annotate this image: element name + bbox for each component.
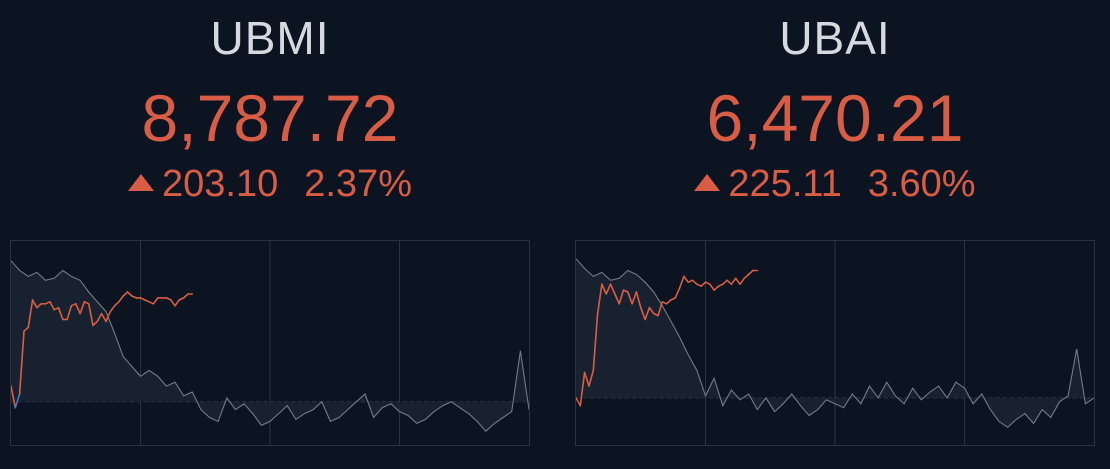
ticker-panel-ubai[interactable]: UBAI 6,470.21 225.11 3.60% xyxy=(575,0,1095,469)
price-line-segment xyxy=(596,283,603,315)
price-line-segment xyxy=(579,371,586,407)
price-line-segment xyxy=(644,306,651,321)
price-line-segment xyxy=(635,291,642,309)
triangle-up-icon xyxy=(694,174,721,191)
ticker-change-percent: 3.60% xyxy=(867,163,976,205)
price-line-segment xyxy=(18,330,25,395)
price-line-segment xyxy=(182,293,189,299)
price-line-segment xyxy=(23,326,30,332)
intraday-chart xyxy=(10,240,530,446)
price-line-segment xyxy=(174,299,181,307)
price-line-segment xyxy=(113,300,120,307)
price-line-segment xyxy=(152,297,159,305)
price-line-segment xyxy=(75,302,81,315)
price-line-segment xyxy=(92,320,99,327)
ticker-change-row: 225.11 3.60% xyxy=(575,160,1095,208)
price-line-segment xyxy=(640,306,646,321)
price-line-segment xyxy=(648,306,655,315)
price-line-segment xyxy=(674,287,681,299)
price-line-segment xyxy=(747,269,754,276)
ticker-name: UBAI xyxy=(779,12,891,64)
ticker-price: 6,470.21 xyxy=(706,81,964,155)
price-line-segment xyxy=(713,285,720,291)
comparison-line xyxy=(11,260,529,432)
price-line-segment xyxy=(31,299,38,309)
price-line-segment xyxy=(609,283,616,295)
price-line-segment xyxy=(79,300,86,315)
price-line-segment xyxy=(683,275,689,284)
ticker-change-row: 203.10 2.37% xyxy=(10,160,530,208)
price-line-segment xyxy=(691,279,698,286)
price-line-segment xyxy=(109,305,116,313)
price-line-segment xyxy=(118,295,124,303)
price-line-segment xyxy=(626,291,633,305)
price-line-segment xyxy=(100,312,107,323)
price-line-segment xyxy=(66,305,73,321)
ticker-change-percent: 2.37% xyxy=(304,163,412,205)
price-line-segment xyxy=(743,273,750,280)
price-line-segment xyxy=(44,300,51,305)
comparison-area xyxy=(576,258,1094,428)
price-line-segment xyxy=(722,279,728,286)
price-line-segment xyxy=(87,302,94,327)
triangle-up-icon xyxy=(128,174,154,191)
price-line-segment xyxy=(657,300,664,317)
price-line-segment xyxy=(583,371,590,387)
price-line-segment xyxy=(169,299,176,307)
price-line-segment xyxy=(605,283,612,295)
ticker-change: 203.10 xyxy=(162,163,279,205)
price-line-segment xyxy=(700,281,707,288)
price-line-segment xyxy=(11,385,17,409)
ticker-change: 225.11 xyxy=(728,163,842,205)
price-line-segment xyxy=(148,300,155,305)
price-line-segment xyxy=(631,291,638,305)
price-line-segment xyxy=(730,277,737,286)
price-line-segment xyxy=(105,310,112,323)
price-line-segment xyxy=(27,299,34,329)
price-line-segment xyxy=(592,312,599,372)
price-line-segment xyxy=(57,306,64,321)
price-line-segment xyxy=(14,393,21,409)
ticker-panel-ubmi[interactable]: UBMI 8,787.72 203.10 2.37% xyxy=(10,0,530,469)
ticker-price: 8,787.72 xyxy=(141,81,399,155)
price-line-segment xyxy=(709,283,715,291)
price-line-segment xyxy=(96,312,103,323)
intraday-chart-svg xyxy=(576,241,1094,445)
ticker-name: UBMI xyxy=(210,12,330,64)
intraday-chart xyxy=(575,240,1095,446)
price-line-segment xyxy=(122,291,129,297)
price-line-segment xyxy=(70,302,77,307)
price-line-segment xyxy=(601,283,608,295)
comparison-line xyxy=(576,258,1094,428)
price-line-segment xyxy=(618,289,625,305)
price-line-segment xyxy=(588,369,595,387)
price-line-segment xyxy=(614,293,621,305)
comparison-area xyxy=(11,260,529,432)
price-line-segment xyxy=(178,297,185,301)
price-line-segment xyxy=(665,299,672,305)
price-line-segment xyxy=(678,275,685,289)
price-line-segment xyxy=(36,302,43,309)
price-line-segment xyxy=(576,397,582,407)
price-line-segment xyxy=(126,291,133,297)
price-line-segment xyxy=(739,277,746,286)
price-line-segment xyxy=(726,279,733,286)
price-line-segment xyxy=(734,277,741,286)
intraday-chart-svg xyxy=(11,241,529,445)
price-line-segment xyxy=(49,300,56,311)
